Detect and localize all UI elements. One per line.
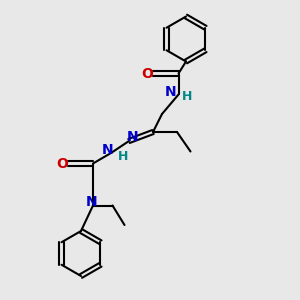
Text: N: N (86, 195, 97, 209)
Text: H: H (118, 150, 128, 163)
Text: N: N (127, 130, 138, 144)
Text: O: O (142, 67, 154, 80)
Text: N: N (102, 143, 113, 157)
Text: N: N (165, 85, 177, 99)
Text: H: H (182, 90, 193, 104)
Text: O: O (56, 157, 68, 170)
